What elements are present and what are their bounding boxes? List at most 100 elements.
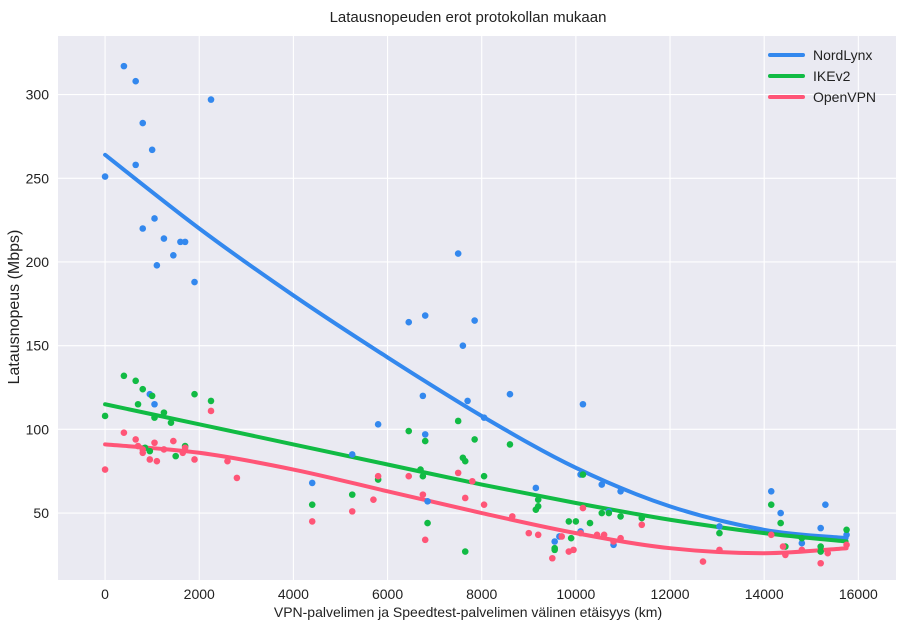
data-point-nordlynx [139,225,147,232]
trend-line-openvpn [103,442,849,556]
data-point-ikev2 [148,392,156,400]
data-point-nordlynx [132,77,139,85]
data-point-openvpn [817,559,824,567]
data-point-openvpn [767,531,775,539]
data-point-nordlynx [716,523,723,530]
x-tick-label: 6000 [372,586,403,602]
x-tick-label: 0 [101,586,109,602]
data-point-openvpn [549,554,556,562]
data-point-openvpn [699,558,707,565]
data-point-ikev2 [101,412,109,420]
data-point-nordlynx [374,421,382,428]
data-point-ikev2 [598,509,606,517]
data-point-ikev2 [567,534,575,542]
data-point-nordlynx [308,479,316,487]
data-point-openvpn [843,541,850,549]
data-point-nordlynx [191,278,198,286]
data-point-openvpn [191,456,198,463]
data-point-openvpn [405,472,413,480]
data-point-openvpn [374,472,382,480]
data-point-ikev2 [348,491,356,498]
data-point-ikev2 [843,526,850,534]
data-point-nordlynx [101,173,109,180]
data-point-ikev2 [167,419,175,426]
y-tick-label: 200 [26,254,50,270]
legend-label-nordlynx: NordLynx [813,47,872,63]
data-point-openvpn [181,444,189,452]
data-point-openvpn [779,543,787,550]
data-point-nordlynx [767,487,775,495]
data-point-nordlynx [480,414,488,421]
data-point-nordlynx [464,397,471,405]
data-point-nordlynx [551,538,558,545]
data-point-openvpn [570,546,577,554]
data-point-ikev2 [139,385,147,393]
data-point-nordlynx [843,531,850,539]
x-tick-label: 12000 [651,586,690,602]
data-point-nordlynx [579,400,587,408]
x-tick-label: 16000 [839,586,878,602]
data-point-nordlynx [151,215,158,222]
data-point-nordlynx [506,390,514,398]
data-point-nordlynx [160,235,168,242]
legend: NordLynx IKEv2 OpenVPN [768,47,876,105]
data-point-openvpn [617,534,624,542]
data-point-ikev2 [534,496,542,503]
data-point-ikev2 [132,377,139,385]
data-point-ikev2 [506,441,514,448]
data-point-ikev2 [461,457,469,465]
data-point-openvpn [558,533,566,540]
data-point-openvpn [120,429,128,437]
data-point-ikev2 [638,514,646,522]
data-point-openvpn [824,549,832,557]
x-tick-label: 14000 [745,586,784,602]
data-point-ikev2 [565,518,573,525]
data-point-openvpn [160,446,168,453]
data-point-nordlynx [120,62,128,70]
data-point-openvpn [534,531,542,539]
data-point-ikev2 [160,409,168,416]
data-point-nordlynx [598,481,606,488]
data-point-ikev2 [777,519,784,527]
data-point-nordlynx [148,146,156,154]
data-point-openvpn [525,529,533,537]
data-point-ikev2 [146,447,154,455]
data-point-nordlynx [459,342,467,349]
data-point-ikev2 [191,390,198,398]
data-point-openvpn [151,439,158,447]
data-point-ikev2 [461,548,469,555]
chart-title: Latausnopeuden erot protokollan mukaan [330,9,607,26]
data-point-openvpn [798,546,806,554]
data-point-ikev2 [579,471,587,478]
legend-label-ikev2: IKEv2 [813,68,851,84]
data-point-openvpn [454,469,462,477]
data-point-openvpn [179,449,187,457]
data-point-openvpn [610,538,617,545]
data-point-openvpn [233,474,241,482]
trend-line-ikev2 [103,402,849,544]
data-points [101,62,850,567]
x-tick-label: 10000 [556,586,595,602]
data-point-ikev2 [617,513,624,520]
data-point-openvpn [101,466,109,473]
data-point-openvpn [782,551,789,559]
data-point-nordlynx [471,317,478,324]
data-point-ikev2 [421,437,429,445]
data-point-nordlynx [348,451,356,458]
x-tick-label: 2000 [184,586,215,602]
data-point-ikev2 [172,452,179,460]
data-point-ikev2 [716,529,723,537]
data-point-nordlynx [405,318,413,326]
data-point-nordlynx [132,161,139,169]
data-point-openvpn [348,508,356,515]
data-point-openvpn [170,437,177,445]
data-point-ikev2 [207,397,215,405]
data-point-ikev2 [134,400,142,408]
data-point-ikev2 [424,519,431,527]
y-tick-label: 250 [26,170,50,186]
data-point-nordlynx [817,524,824,532]
plot-area [58,36,896,580]
data-point-openvpn [509,513,516,520]
data-point-openvpn [419,491,427,498]
data-point-nordlynx [421,312,429,319]
